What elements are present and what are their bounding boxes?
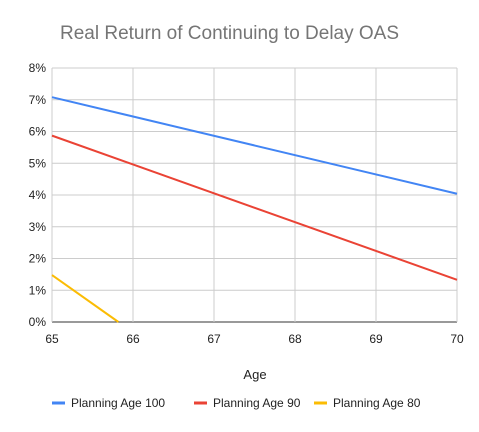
x-tick-label: 70 [450, 332, 464, 346]
y-tick-label: 1% [29, 283, 47, 297]
legend-label: Planning Age 90 [213, 396, 301, 410]
x-tick-label: 69 [369, 332, 383, 346]
y-tick-label: 3% [29, 220, 47, 234]
legend-label: Planning Age 80 [333, 396, 421, 410]
x-tick-label: 65 [45, 332, 59, 346]
x-axis-title: Age [243, 367, 266, 382]
x-tick-label: 67 [207, 332, 221, 346]
y-tick-label: 5% [29, 156, 47, 170]
legend-label: Planning Age 100 [71, 396, 165, 410]
x-tick-label: 68 [288, 332, 302, 346]
y-tick-label: 0% [29, 315, 47, 329]
series-line-1 [51, 96, 458, 195]
x-axis-ticks: 65 66 67 68 69 70 [45, 332, 464, 346]
y-tick-label: 2% [29, 252, 47, 266]
y-tick-label: 4% [29, 188, 47, 202]
chart-title: Real Return of Continuing to Delay OAS [60, 23, 399, 44]
series-lines [51, 96, 458, 323]
series-line-2 [51, 134, 458, 281]
y-tick-label: 7% [29, 93, 47, 107]
y-tick-label: 6% [29, 125, 47, 139]
series-line-3 [51, 274, 119, 323]
y-axis-ticks: 0% 1% 2% 3% 4% 5% 6% 7% 8% [29, 61, 47, 329]
x-tick-label: 66 [126, 332, 140, 346]
legend: Planning Age 100 Planning Age 90 Planning … [52, 396, 421, 410]
gridlines [51, 67, 458, 323]
y-tick-label: 8% [29, 61, 47, 75]
